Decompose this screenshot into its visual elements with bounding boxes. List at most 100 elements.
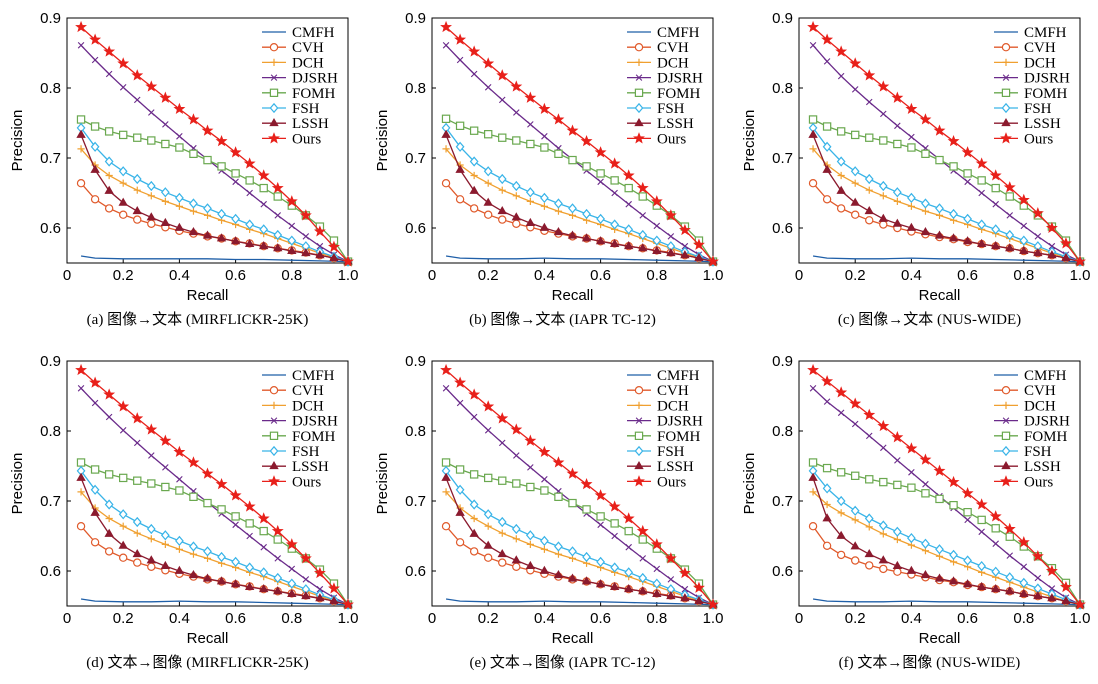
data-point <box>978 189 985 197</box>
data-point <box>808 178 818 188</box>
data-point <box>694 595 704 605</box>
data-point <box>133 96 141 104</box>
y-axis-title: Precision <box>9 110 26 172</box>
data-point <box>667 233 675 240</box>
data-point <box>442 488 450 496</box>
series-fsh <box>441 465 718 610</box>
data-point <box>497 549 507 558</box>
series-cvh <box>76 522 353 609</box>
data-point <box>231 213 240 225</box>
data-point <box>991 224 1001 235</box>
data-point <box>977 176 986 185</box>
series-ours <box>75 20 354 267</box>
data-point <box>202 230 213 239</box>
data-point <box>638 229 648 241</box>
legend-marker <box>270 58 278 66</box>
data-point <box>273 229 283 241</box>
data-point <box>455 484 465 495</box>
data-point <box>189 550 198 558</box>
data-point <box>315 250 325 259</box>
data-point <box>90 141 100 152</box>
data-point <box>921 149 930 158</box>
y-tick-label: 0.7 <box>405 493 426 510</box>
y-tick-label: 0.9 <box>772 353 793 370</box>
x-tick-label: 0.2 <box>845 267 866 284</box>
legend-marker <box>635 417 643 424</box>
x-tick-label: 0.6 <box>957 610 978 627</box>
data-point <box>1034 574 1042 582</box>
data-point <box>104 204 114 213</box>
data-point <box>77 145 85 153</box>
data-point <box>893 535 901 544</box>
data-point <box>707 255 719 267</box>
data-point <box>469 470 479 479</box>
x-tick-label: 1.0 <box>1070 610 1091 627</box>
data-point <box>257 512 270 524</box>
data-point <box>554 198 563 209</box>
legend-marker <box>634 118 644 127</box>
data-point <box>636 181 649 194</box>
data-point <box>161 540 169 548</box>
data-point <box>837 72 845 80</box>
data-point <box>189 149 198 158</box>
data-point <box>302 576 310 583</box>
legend-marker <box>633 475 645 487</box>
data-point <box>540 545 548 553</box>
x-tick-label: 0.8 <box>646 610 667 627</box>
x-tick-label: 0.2 <box>845 610 866 627</box>
data-point <box>119 179 127 187</box>
data-point <box>316 585 324 593</box>
data-point <box>836 156 846 167</box>
data-point <box>468 45 481 57</box>
data-point <box>201 467 214 479</box>
legend-label: DJSRH <box>1024 71 1070 87</box>
data-point <box>680 250 690 259</box>
series-fsh <box>441 122 718 267</box>
series-ours <box>807 20 1086 267</box>
legend-marker <box>1001 445 1011 457</box>
series-cmfh <box>80 598 349 606</box>
data-point <box>160 530 170 541</box>
data-point <box>525 560 536 570</box>
data-point <box>540 486 549 495</box>
data-point <box>851 179 859 187</box>
data-point <box>1031 550 1044 562</box>
series-lssh <box>441 472 718 608</box>
data-point <box>90 164 100 173</box>
chart-panel-4: 0 0.2 0.4 0.6 0.8 1.0 0.6 0.7 0.8 0.9 Recall Precis… <box>374 353 723 671</box>
x-tick-label: 0 <box>795 610 803 627</box>
data-point <box>160 560 171 570</box>
data-point <box>879 136 888 145</box>
data-point <box>879 220 888 229</box>
legend-label: LSSH <box>292 116 329 132</box>
x-tick-label: 0.4 <box>534 610 555 627</box>
data-point <box>498 529 506 537</box>
data-point <box>907 192 916 204</box>
data-point <box>245 562 255 573</box>
y-tick-label: 0.7 <box>405 150 426 167</box>
data-point <box>483 509 493 520</box>
data-point <box>117 400 130 412</box>
data-point <box>821 33 834 45</box>
data-point <box>442 42 450 49</box>
x-tick-label: 0.6 <box>225 267 246 284</box>
data-point <box>1034 233 1042 240</box>
data-point <box>482 400 495 412</box>
x-tick-label: 0 <box>795 267 803 284</box>
data-point <box>863 69 876 81</box>
data-point <box>1005 192 1014 201</box>
data-point <box>243 157 256 169</box>
data-point <box>582 162 591 171</box>
data-point <box>470 413 478 421</box>
data-point <box>259 526 268 536</box>
series-cmfh <box>445 598 714 606</box>
y-tick-label: 0.7 <box>772 150 793 167</box>
data-point <box>133 558 142 567</box>
data-point <box>173 445 186 458</box>
legend-label: DJSRH <box>292 414 338 430</box>
data-point <box>611 189 618 197</box>
series-line <box>80 470 349 606</box>
data-point <box>907 202 915 210</box>
data-point <box>512 535 520 543</box>
data-point <box>524 434 537 446</box>
